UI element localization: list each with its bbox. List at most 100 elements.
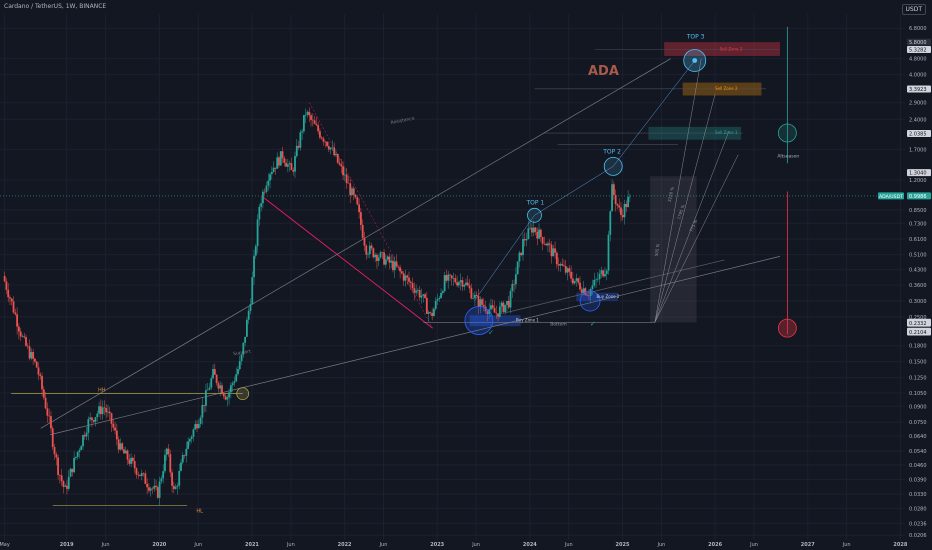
candle-body	[628, 196, 631, 198]
candle-body	[522, 239, 524, 256]
price-tick-label: 0.8500	[909, 208, 927, 214]
candle-body	[213, 369, 216, 375]
candle-body	[313, 120, 316, 124]
top3-label: TOP 3	[686, 33, 705, 40]
candle-body	[285, 162, 287, 167]
candle-body	[64, 485, 67, 487]
candle-body	[386, 256, 389, 260]
candle-body	[46, 408, 49, 416]
candle-body	[349, 183, 352, 196]
candle-body	[539, 229, 542, 238]
candle-body	[55, 454, 58, 458]
candle-body	[130, 457, 133, 464]
price-tick-label: 0.3600	[909, 283, 927, 289]
candle-body	[463, 284, 466, 287]
candle-body	[295, 145, 298, 157]
candle-body	[5, 281, 8, 290]
candle-body	[265, 185, 268, 192]
candle-body	[516, 261, 519, 275]
candle-body	[518, 252, 521, 262]
candle-body	[160, 478, 163, 482]
candle-body	[301, 131, 304, 133]
candle-body	[352, 188, 355, 195]
symbol-tag-label: ADA/USDT	[879, 194, 903, 200]
candle-body	[582, 288, 585, 294]
candle-body	[133, 461, 136, 469]
candle-body	[228, 392, 230, 398]
candle-body	[361, 224, 364, 238]
candle-body	[543, 243, 546, 245]
candle-body	[253, 255, 255, 278]
candle-body	[10, 298, 13, 302]
altseason-label: Altseason	[777, 153, 799, 159]
candle-body	[32, 352, 35, 359]
candle-body	[513, 284, 515, 285]
candle-body	[85, 432, 88, 437]
price-tag-label: 5.3282	[909, 48, 927, 54]
altseason-bottom-circle	[777, 318, 797, 338]
candle-body	[390, 260, 393, 263]
candle-body	[76, 451, 79, 457]
candle-body	[363, 237, 366, 246]
candle-body	[520, 252, 523, 256]
candle-body	[320, 137, 323, 139]
candle-body	[532, 227, 535, 233]
candle-body	[242, 342, 245, 355]
price-axis[interactable]: 6.8000 4.8000 4.0000 2.9000 2.4000 1.7000 1.20…	[878, 0, 932, 550]
candle-body	[44, 397, 47, 409]
candle-body	[83, 435, 86, 437]
candle-body	[178, 470, 181, 486]
candle-body	[326, 141, 328, 147]
candle-body	[566, 268, 569, 273]
candle-body	[411, 282, 414, 289]
candle-body	[571, 278, 574, 284]
candle-body	[548, 243, 551, 245]
candle-body	[269, 174, 271, 181]
candle-body	[23, 336, 26, 338]
candle-body	[302, 114, 305, 132]
price-tick-label: 2.9000	[909, 101, 927, 107]
candle-body	[153, 485, 156, 489]
candle-body	[3, 275, 6, 282]
candle-body	[283, 158, 286, 163]
candle-body	[491, 305, 494, 308]
candle-body	[187, 441, 190, 449]
fan-label-2220: 2220 %	[667, 186, 675, 202]
price-tick-label: 1.7000	[909, 147, 927, 153]
candle-body	[514, 274, 517, 285]
chart-title: ADA	[588, 64, 619, 79]
candle-body	[121, 443, 124, 450]
resistance-label: Resistance	[390, 115, 415, 126]
candle-body	[256, 219, 259, 247]
candle-body	[319, 131, 321, 138]
candle-body	[329, 147, 332, 150]
candle-body	[343, 174, 346, 176]
candle-body	[148, 487, 150, 491]
price-tick-label: 4.8000	[909, 57, 927, 63]
candle-body	[422, 294, 425, 296]
price-tag	[907, 319, 931, 327]
currency-button[interactable]: USDT	[901, 4, 926, 15]
candle-body	[354, 194, 357, 198]
time-tick-label: 2022	[338, 542, 352, 548]
candle-body	[525, 238, 528, 241]
candle-body	[233, 381, 236, 384]
candle-body	[67, 476, 70, 489]
candle-body	[568, 268, 571, 272]
candle-body	[235, 374, 238, 382]
candle-body	[137, 474, 140, 476]
candle-body	[78, 450, 81, 452]
candle-body	[593, 280, 596, 286]
candle-body	[586, 295, 589, 296]
candle-body	[131, 457, 134, 462]
candle-body	[188, 439, 191, 442]
candle-body	[360, 212, 362, 225]
price-tick-label: 4.0000	[909, 73, 927, 79]
price-tag	[907, 46, 931, 54]
candle-body	[547, 243, 549, 246]
check-icon: ✓	[488, 328, 494, 336]
candle-body	[340, 164, 343, 167]
candle-body	[50, 416, 52, 429]
time-axis[interactable]: May 2019 Jun 2020 Jun 2021 Jun 2022 Jun 2023 Jun 20…	[0, 542, 908, 548]
